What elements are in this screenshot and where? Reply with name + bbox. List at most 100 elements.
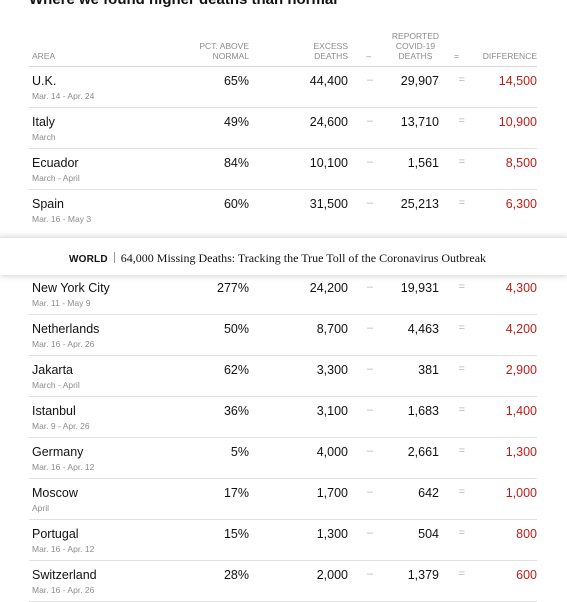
- minus-sign: –: [366, 445, 373, 457]
- area-name: Switzerland: [32, 568, 97, 582]
- table-row: Istanbul Mar. 9 - Apr. 26 36% 3,100 – 1,683 = 1…: [29, 397, 537, 438]
- area-dates: Mar. 16 - Apr. 12: [32, 462, 95, 472]
- minus-sign: –: [366, 115, 373, 127]
- table-body-top: U.K. Mar. 14 - Apr. 24 65% 44,400 – 29,907 = 14…: [29, 67, 537, 230]
- area-dates: March - April: [32, 173, 80, 183]
- deaths-table-top: Area Pct. above normal Excess deaths – R…: [29, 26, 537, 230]
- header-reported-deaths: Reported Covid-19 deaths: [392, 31, 439, 61]
- difference-value: 600: [516, 568, 537, 582]
- reported-deaths: 2,661: [407, 445, 439, 459]
- area-dates: Mar. 16 - Apr. 12: [32, 544, 95, 554]
- equals-sign: =: [458, 115, 465, 127]
- table-row: Italy March 49% 24,600 – 13,710 = 10,900: [29, 108, 537, 149]
- area-dates: Mar. 14 - Apr. 24: [32, 91, 95, 101]
- table-body-bottom: New York City Mar. 11 - May 9 277% 24,200 – 1…: [29, 274, 537, 602]
- header-reported-line1: Reported: [391, 31, 439, 41]
- header-difference: Difference: [482, 51, 537, 61]
- equals-sign: =: [458, 363, 465, 375]
- banner-kicker[interactable]: WORLD: [69, 254, 108, 265]
- pct-above-normal: 17%: [223, 486, 249, 500]
- equals-sign: =: [458, 322, 465, 334]
- pct-above-normal: 62%: [223, 363, 249, 377]
- difference-value: 2,900: [505, 363, 537, 377]
- pct-above-normal: 36%: [223, 404, 249, 418]
- minus-sign: –: [366, 568, 373, 580]
- table-row: Portugal Mar. 16 - Apr. 12 15% 1,300 – 504 = 80…: [29, 520, 537, 561]
- header-excess-line2: deaths: [314, 51, 348, 61]
- excess-deaths: 31,500: [309, 197, 348, 211]
- table-row: Switzerland Mar. 16 - Apr. 26 28% 2,000 – 1,3…: [29, 561, 537, 602]
- excess-deaths: 8,700: [316, 322, 348, 336]
- pct-above-normal: 28%: [223, 568, 249, 582]
- area-name: Italy: [32, 115, 55, 129]
- table-row: Netherlands Mar. 16 - Apr. 26 50% 8,700 – 4,4…: [29, 315, 537, 356]
- area-dates: March: [32, 132, 56, 142]
- area-dates: Mar. 16 - Apr. 26: [32, 339, 95, 349]
- area-name: Germany: [32, 445, 84, 459]
- header-area: Area: [32, 51, 56, 61]
- difference-value: 14,500: [498, 74, 537, 88]
- reported-deaths: 1,561: [407, 156, 439, 170]
- banner-separator: [113, 252, 115, 263]
- equals-sign: =: [458, 404, 465, 416]
- pct-above-normal: 15%: [223, 527, 249, 541]
- scroll-fade: [0, 230, 567, 238]
- minus-sign: –: [366, 156, 373, 168]
- difference-value: 1,400: [505, 404, 537, 418]
- reported-deaths: 1,379: [407, 568, 439, 582]
- banner-headline-link[interactable]: 64,000 Missing Deaths: Tracking the True…: [120, 251, 487, 265]
- area-name: Istanbul: [32, 404, 76, 418]
- area-dates: Mar. 16 - May 3: [32, 214, 92, 224]
- difference-value: 8,500: [505, 156, 537, 170]
- article-banner[interactable]: WORLD 64,000 Missing Deaths: Tracking the…: [0, 237, 567, 275]
- pct-above-normal: 84%: [223, 156, 249, 170]
- header-reported-line2: Covid-19: [395, 41, 436, 51]
- pct-above-normal: 50%: [223, 322, 249, 336]
- header-pct-line2: normal: [212, 51, 249, 61]
- header-minus: –: [366, 51, 371, 61]
- table-row: Ecuador March - April 84% 10,100 – 1,561 = 8,50…: [29, 149, 537, 190]
- header-reported-line3: deaths: [398, 51, 433, 61]
- area-name: New York City: [32, 281, 110, 295]
- difference-value: 1,300: [505, 445, 537, 459]
- excess-deaths: 2,000: [316, 568, 348, 582]
- excess-deaths: 1,700: [316, 486, 348, 500]
- table-row: Moscow April 17% 1,700 – 642 = 1,000: [29, 479, 537, 520]
- excess-deaths: 24,600: [309, 115, 348, 129]
- table-row: New York City Mar. 11 - May 9 277% 24,200 – 1…: [29, 274, 537, 315]
- header-excess-line1: Excess: [313, 41, 349, 51]
- area-dates: Mar. 11 - May 9: [32, 298, 91, 308]
- pct-above-normal: 277%: [217, 281, 249, 295]
- equals-sign: =: [458, 281, 465, 293]
- table-row: U.K. Mar. 14 - Apr. 24 65% 44,400 – 29,907 = 14…: [29, 67, 537, 108]
- difference-value: 1,000: [505, 486, 537, 500]
- difference-value: 6,300: [505, 197, 537, 211]
- excess-deaths: 24,200: [309, 281, 348, 295]
- reported-deaths: 1,683: [407, 404, 439, 418]
- banner-content[interactable]: WORLD 64,000 Missing Deaths: Tracking the…: [69, 251, 486, 266]
- reported-deaths: 29,907: [400, 74, 439, 88]
- table-header: Area Pct. above normal Excess deaths – R…: [29, 26, 537, 67]
- pct-above-normal: 49%: [223, 115, 249, 129]
- header-pct-line1: Pct. above: [199, 41, 249, 51]
- reported-deaths: 504: [418, 527, 439, 541]
- area-name: Spain: [32, 197, 64, 211]
- equals-sign: =: [458, 74, 465, 86]
- area-dates: March - April: [32, 380, 80, 390]
- excess-deaths: 10,100: [309, 156, 348, 170]
- table-row: Germany Mar. 16 - Apr. 12 5% 4,000 – 2,661 = 1,…: [29, 438, 537, 479]
- equals-sign: =: [458, 527, 465, 539]
- equals-sign: =: [458, 568, 465, 580]
- minus-sign: –: [366, 404, 373, 416]
- area-dates: Mar. 9 - Apr. 26: [32, 421, 90, 431]
- deaths-table-bottom: New York City Mar. 11 - May 9 277% 24,200 – 1…: [29, 274, 537, 602]
- equals-sign: =: [458, 156, 465, 168]
- area-dates: April: [32, 503, 50, 513]
- area-name: Jakarta: [32, 363, 73, 377]
- header-equals: =: [454, 51, 459, 61]
- minus-sign: –: [366, 281, 373, 293]
- area-dates: Mar. 16 - Apr. 26: [32, 585, 95, 595]
- area-name: Moscow: [32, 486, 78, 500]
- pct-above-normal: 65%: [223, 74, 249, 88]
- minus-sign: –: [366, 527, 373, 539]
